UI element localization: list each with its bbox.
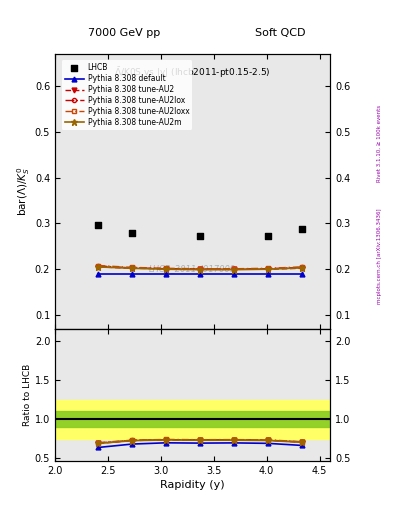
Text: mcplots.cern.ch [arXiv:1306.3436]: mcplots.cern.ch [arXiv:1306.3436] — [377, 208, 382, 304]
Text: 7000 GeV pp: 7000 GeV pp — [88, 28, 160, 38]
Pythia 8.308 tune-AU2lox — [299, 264, 304, 270]
Pythia 8.308 tune-AU2loxx — [164, 265, 169, 271]
LHCB — [264, 231, 271, 240]
Pythia 8.308 tune-AU2m — [198, 267, 202, 273]
Text: LHCB_2011_I917009: LHCB_2011_I917009 — [149, 264, 236, 273]
Pythia 8.308 default — [164, 271, 169, 277]
X-axis label: Rapidity (y): Rapidity (y) — [160, 480, 225, 490]
LHCB — [197, 232, 203, 240]
Y-axis label: bar($\Lambda$)/$K^0_S$: bar($\Lambda$)/$K^0_S$ — [15, 166, 32, 216]
Pythia 8.308 default — [198, 271, 202, 277]
Pythia 8.308 tune-AU2loxx — [299, 264, 304, 270]
Bar — [55, 411, 330, 427]
Pythia 8.308 tune-AU2lox — [231, 266, 236, 272]
Pythia 8.308 tune-AU2m — [164, 266, 169, 272]
Pythia 8.308 default — [265, 271, 270, 277]
Line: Pythia 8.308 tune-AU2loxx: Pythia 8.308 tune-AU2loxx — [96, 264, 304, 271]
Pythia 8.308 tune-AU2loxx — [265, 265, 270, 271]
Line: Pythia 8.308 tune-AU2m: Pythia 8.308 tune-AU2m — [95, 264, 305, 273]
Pythia 8.308 tune-AU2 — [299, 265, 304, 271]
Pythia 8.308 tune-AU2 — [231, 266, 236, 272]
Pythia 8.308 default — [231, 271, 236, 277]
LHCB — [129, 229, 136, 238]
Pythia 8.308 tune-AU2loxx — [231, 266, 236, 272]
Pythia 8.308 tune-AU2m — [231, 267, 236, 273]
Y-axis label: Ratio to LHCB: Ratio to LHCB — [23, 364, 32, 426]
Line: Pythia 8.308 default: Pythia 8.308 default — [96, 271, 304, 276]
Pythia 8.308 tune-AU2lox — [164, 266, 169, 272]
Pythia 8.308 tune-AU2 — [198, 266, 202, 272]
Line: Pythia 8.308 tune-AU2lox: Pythia 8.308 tune-AU2lox — [96, 264, 304, 271]
Pythia 8.308 tune-AU2loxx — [96, 263, 101, 269]
Text: Soft QCD: Soft QCD — [255, 28, 306, 38]
Pythia 8.308 tune-AU2 — [164, 266, 169, 272]
Pythia 8.308 tune-AU2loxx — [130, 264, 135, 270]
Pythia 8.308 tune-AU2lox — [198, 266, 202, 272]
Pythia 8.308 tune-AU2lox — [265, 266, 270, 272]
Text: Rivet 3.1.10, ≥ 100k events: Rivet 3.1.10, ≥ 100k events — [377, 105, 382, 182]
Text: $\bar{\Lambda}$/K0S vs |y| (lhcb2011-pt0.15-2.5): $\bar{\Lambda}$/K0S vs |y| (lhcb2011-pt0… — [114, 65, 271, 80]
Pythia 8.308 tune-AU2m — [299, 265, 304, 271]
Pythia 8.308 tune-AU2m — [96, 264, 101, 270]
Pythia 8.308 tune-AU2lox — [130, 265, 135, 271]
Pythia 8.308 tune-AU2 — [265, 266, 270, 272]
Bar — [55, 399, 330, 439]
Pythia 8.308 tune-AU2loxx — [198, 266, 202, 272]
Pythia 8.308 default — [299, 271, 304, 277]
Legend: LHCB, Pythia 8.308 default, Pythia 8.308 tune-AU2, Pythia 8.308 tune-AU2lox, Pyt: LHCB, Pythia 8.308 default, Pythia 8.308… — [62, 60, 192, 130]
Pythia 8.308 tune-AU2 — [96, 264, 101, 270]
Pythia 8.308 tune-AU2lox — [96, 263, 101, 269]
Pythia 8.308 tune-AU2m — [130, 265, 135, 271]
LHCB — [298, 225, 305, 233]
Line: Pythia 8.308 tune-AU2: Pythia 8.308 tune-AU2 — [96, 265, 304, 272]
Pythia 8.308 tune-AU2 — [130, 265, 135, 271]
Pythia 8.308 default — [130, 271, 135, 277]
LHCB — [95, 221, 101, 229]
Pythia 8.308 tune-AU2m — [265, 266, 270, 272]
Pythia 8.308 default — [96, 271, 101, 277]
